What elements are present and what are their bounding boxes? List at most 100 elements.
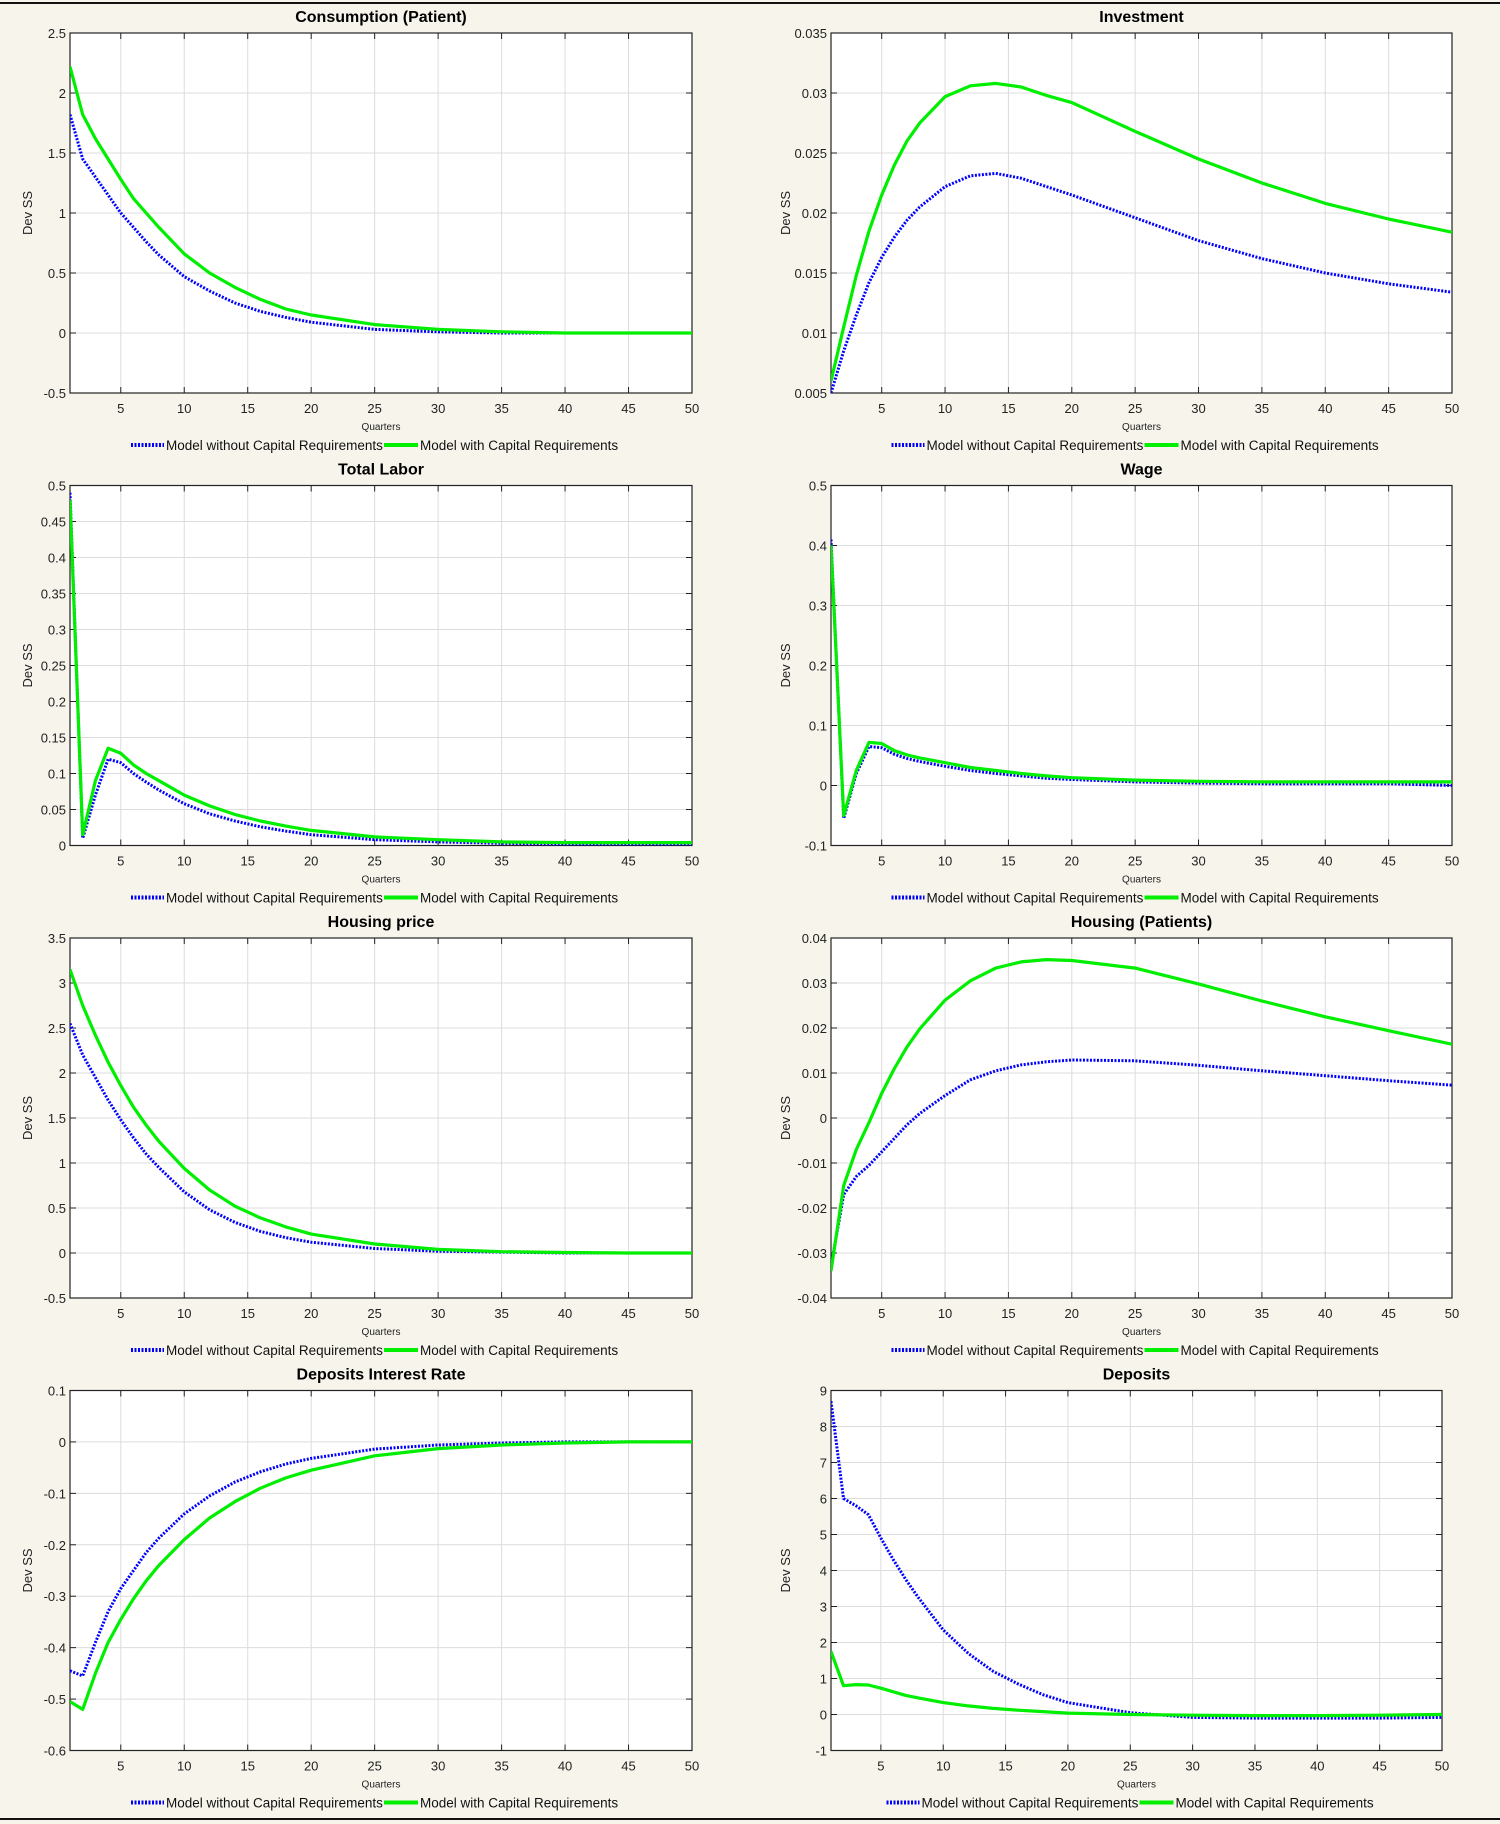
- x-tick-label: 30: [431, 1306, 445, 1321]
- legend-with-label: Model with Capital Requirements: [1181, 891, 1379, 906]
- plot-frame: [69, 32, 693, 394]
- x-tick-label: 50: [1445, 401, 1459, 416]
- chart-title: Deposits: [1103, 1367, 1171, 1384]
- y-tick-label: 2.5: [48, 1021, 66, 1036]
- x-tick-label: 10: [938, 1306, 952, 1321]
- chart-title: Wage: [1120, 462, 1162, 479]
- legend-without-label: Model without Capital Requirements: [166, 891, 383, 906]
- x-tick-label: 25: [367, 854, 381, 869]
- y-tick-label: 0.2: [48, 695, 66, 710]
- legend-without-label: Model without Capital Requirements: [927, 438, 1144, 453]
- y-tick-label: 0.3: [809, 599, 827, 614]
- x-tick-label: 45: [1381, 1306, 1395, 1321]
- y-tick-label: -0.04: [797, 1291, 827, 1306]
- x-tick-label: 30: [431, 854, 445, 869]
- x-tick-label: 50: [685, 854, 699, 869]
- x-tick-label: 20: [1061, 1759, 1075, 1774]
- x-tick-label: 35: [1255, 1306, 1269, 1321]
- x-axis-label: Quarters: [1122, 875, 1161, 886]
- y-tick-label: 0.005: [794, 386, 827, 401]
- x-tick-label: 35: [494, 854, 508, 869]
- x-tick-label: 5: [878, 1306, 885, 1321]
- x-tick-label: 35: [494, 1759, 508, 1774]
- plot-frame: [830, 1389, 1443, 1752]
- y-tick-label: 0.4: [48, 551, 66, 566]
- x-tick-label: 50: [685, 1759, 699, 1774]
- x-tick-label: 25: [367, 401, 381, 416]
- x-tick-label: 10: [177, 1306, 191, 1321]
- y-tick-label: 0.01: [802, 1066, 827, 1081]
- y-tick-label: 0.25: [41, 659, 66, 674]
- x-tick-label: 15: [1001, 401, 1015, 416]
- y-tick-label: -0.01: [797, 1156, 827, 1171]
- series-with-capital-line: [70, 499, 692, 845]
- x-tick-label: 15: [998, 1759, 1012, 1774]
- x-tick-label: 25: [367, 1759, 381, 1774]
- y-axis-label: Dev SS: [778, 191, 793, 235]
- x-tick-label: 10: [177, 401, 191, 416]
- y-tick-label: 0.4: [809, 539, 827, 554]
- series-without-capital-line: [831, 539, 1452, 820]
- chart-panel-4: 5 10 15 20 25 30 35 40 45 50 -0.1 0 0.1 0.2 0.3 0.4 0.5 W…: [778, 462, 1459, 906]
- y-axis-label: Dev SS: [778, 1548, 793, 1592]
- series-without-capital-line: [831, 171, 1452, 393]
- x-tick-label: 45: [1372, 1759, 1386, 1774]
- x-tick-label: 45: [621, 401, 635, 416]
- series-with-capital-line: [831, 957, 1452, 1272]
- x-tick-label: 45: [621, 854, 635, 869]
- legend-without-label: Model without Capital Requirements: [166, 1796, 383, 1811]
- y-tick-label: 6: [820, 1492, 827, 1507]
- y-tick-label: -0.02: [797, 1201, 827, 1216]
- chart-panel-7: 5 10 15 20 25 30 35 40 45 50 -0.6 -0.5 -0.4 -0.3 -0.2 -…: [20, 1367, 699, 1811]
- legend-without-label: Model without Capital Requirements: [927, 891, 1144, 906]
- y-axis-label: Dev SS: [778, 643, 793, 687]
- legend-with-label: Model with Capital Requirements: [1181, 1343, 1379, 1358]
- x-tick-label: 45: [621, 1759, 635, 1774]
- y-tick-label: -0.03: [797, 1246, 827, 1261]
- top-border: [0, 2, 1500, 4]
- x-tick-label: 45: [621, 1306, 635, 1321]
- x-tick-label: 40: [1310, 1759, 1324, 1774]
- legend-without-label: Model without Capital Requirements: [166, 438, 383, 453]
- series-with-capital-line: [70, 66, 692, 335]
- x-axis-label: Quarters: [362, 1327, 401, 1338]
- y-tick-label: -0.5: [44, 1692, 66, 1707]
- y-tick-label: 0.04: [802, 931, 827, 946]
- y-tick-label: 0.03: [802, 86, 827, 101]
- y-tick-label: 0.5: [48, 479, 66, 494]
- x-tick-label: 10: [936, 1759, 950, 1774]
- y-tick-label: 0: [59, 326, 66, 341]
- x-tick-label: 10: [938, 401, 952, 416]
- chart-title: Deposits Interest Rate: [297, 1367, 466, 1384]
- y-tick-label: 0: [59, 839, 66, 854]
- plot-frame: [830, 32, 1453, 394]
- y-tick-label: 0.1: [48, 1384, 66, 1399]
- chart-panel-3: 5 10 15 20 25 30 35 40 45 50 0 0.05 0.1 0.15 0.2 0.25 0.…: [20, 462, 699, 906]
- y-tick-label: 2.5: [48, 26, 66, 41]
- y-tick-label: 0.2: [809, 659, 827, 674]
- x-tick-label: 40: [1318, 1306, 1332, 1321]
- x-tick-label: 5: [878, 401, 885, 416]
- x-tick-label: 50: [685, 1306, 699, 1321]
- legend-without-label: Model without Capital Requirements: [927, 1343, 1144, 1358]
- y-tick-label: 0: [59, 1435, 66, 1450]
- x-tick-label: 30: [431, 401, 445, 416]
- x-tick-label: 35: [1255, 854, 1269, 869]
- plot-frame: [830, 484, 1453, 847]
- x-tick-label: 40: [558, 854, 572, 869]
- x-axis-label: Quarters: [1122, 1327, 1161, 1338]
- x-tick-label: 25: [1128, 401, 1142, 416]
- y-tick-label: 0.5: [48, 1201, 66, 1216]
- series-with-capital-line: [70, 1440, 692, 1712]
- chart-panel-5: 5 10 15 20 25 30 35 40 45 50 -0.5 0 0.5 1 1.5 2 2.5 3 3.5 H…: [20, 914, 699, 1358]
- y-tick-label: 0.05: [41, 803, 66, 818]
- y-tick-label: 8: [820, 1420, 827, 1435]
- x-tick-label: 45: [1381, 401, 1395, 416]
- x-tick-label: 35: [494, 401, 508, 416]
- x-tick-label: 40: [1318, 854, 1332, 869]
- x-tick-label: 40: [1318, 401, 1332, 416]
- chart-title: Housing price: [328, 914, 435, 931]
- series-without-capital-line: [831, 1058, 1452, 1267]
- x-tick-label: 20: [1065, 854, 1079, 869]
